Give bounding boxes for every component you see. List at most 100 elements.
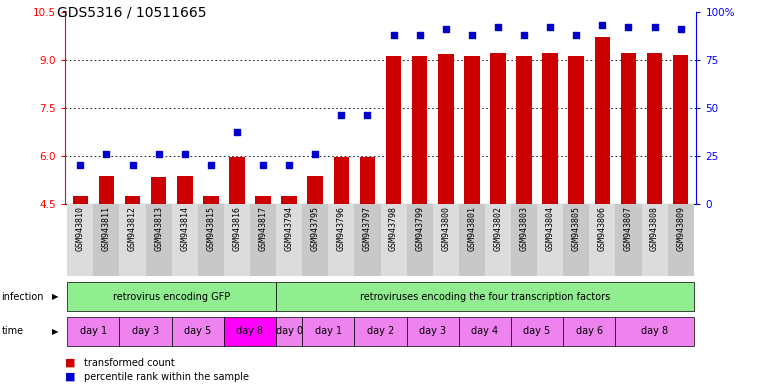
Text: GSM943811: GSM943811	[102, 206, 111, 251]
Bar	[511, 204, 537, 276]
Bar	[360, 157, 375, 204]
Bar	[386, 56, 401, 204]
Text: GSM943802: GSM943802	[493, 206, 502, 251]
Text: GSM943817: GSM943817	[259, 206, 268, 251]
Text: GSM943797: GSM943797	[363, 206, 372, 251]
Bar	[459, 316, 511, 346]
Point	[570, 31, 582, 38]
Point	[544, 24, 556, 30]
Text: GSM943812: GSM943812	[128, 206, 137, 251]
Text: GSM943794: GSM943794	[285, 206, 294, 251]
Point	[648, 24, 661, 30]
Text: day 8: day 8	[237, 326, 263, 336]
Bar	[459, 204, 485, 276]
Point	[492, 24, 504, 30]
Bar	[563, 204, 589, 276]
Point	[518, 31, 530, 38]
Point	[179, 151, 191, 157]
Text: day 3: day 3	[419, 326, 446, 336]
Bar	[647, 53, 662, 204]
Bar	[224, 204, 250, 276]
Bar	[67, 282, 276, 311]
Text: GSM943806: GSM943806	[598, 206, 607, 251]
Bar	[433, 204, 459, 276]
Bar	[516, 56, 532, 204]
Text: GSM943796: GSM943796	[337, 206, 345, 251]
Bar	[464, 56, 479, 204]
Text: GSM943801: GSM943801	[467, 206, 476, 251]
Bar	[67, 316, 119, 346]
Text: GSM943816: GSM943816	[232, 206, 241, 251]
Text: ■: ■	[65, 372, 75, 382]
Bar	[172, 204, 198, 276]
Bar	[485, 204, 511, 276]
Text: GSM943809: GSM943809	[677, 206, 685, 251]
Point	[231, 129, 243, 136]
Text: day 1: day 1	[80, 326, 107, 336]
Point	[152, 151, 164, 157]
Text: day 3: day 3	[132, 326, 159, 336]
Point	[205, 162, 217, 168]
Text: retroviruses encoding the four transcription factors: retroviruses encoding the four transcrip…	[360, 291, 610, 302]
Text: day 8: day 8	[641, 326, 668, 336]
Text: retrovirus encoding GFP: retrovirus encoding GFP	[113, 291, 231, 302]
Text: GSM943795: GSM943795	[310, 206, 320, 251]
Point	[413, 31, 425, 38]
Bar	[673, 55, 689, 204]
Point	[361, 112, 374, 118]
Text: GSM943810: GSM943810	[76, 206, 84, 251]
Bar	[229, 157, 245, 204]
Text: day 2: day 2	[367, 326, 394, 336]
Text: day 6: day 6	[576, 326, 603, 336]
Text: GSM943800: GSM943800	[441, 206, 451, 251]
Bar	[594, 37, 610, 204]
Bar	[621, 53, 636, 204]
Point	[622, 24, 635, 30]
Bar	[328, 204, 355, 276]
Bar	[406, 316, 459, 346]
Text: GSM943798: GSM943798	[389, 206, 398, 251]
Bar	[125, 197, 140, 204]
Point	[597, 22, 609, 28]
Bar	[255, 197, 271, 204]
Bar	[72, 197, 88, 204]
Text: ▶: ▶	[52, 292, 59, 301]
Bar	[119, 316, 172, 346]
Bar	[412, 56, 428, 204]
Text: day 1: day 1	[315, 326, 342, 336]
Bar	[119, 204, 145, 276]
Bar	[302, 316, 355, 346]
Text: GSM943804: GSM943804	[546, 206, 555, 251]
Bar	[355, 316, 406, 346]
Bar	[224, 316, 276, 346]
Bar	[203, 197, 218, 204]
Bar	[145, 204, 172, 276]
Text: percentile rank within the sample: percentile rank within the sample	[84, 372, 249, 382]
Bar	[511, 316, 563, 346]
Text: GSM943807: GSM943807	[624, 206, 633, 251]
Bar	[667, 204, 694, 276]
Point	[387, 31, 400, 38]
Bar	[589, 204, 616, 276]
Text: day 4: day 4	[471, 326, 498, 336]
Text: day 5: day 5	[524, 326, 551, 336]
Bar	[307, 176, 323, 204]
Point	[75, 162, 87, 168]
Text: day 5: day 5	[184, 326, 212, 336]
Point	[440, 26, 452, 32]
Text: ▶: ▶	[52, 327, 59, 336]
Bar	[380, 204, 406, 276]
Bar	[490, 53, 506, 204]
Bar	[563, 316, 616, 346]
Text: ■: ■	[65, 358, 75, 368]
Text: GDS5316 / 10511665: GDS5316 / 10511665	[57, 6, 206, 20]
Bar	[537, 204, 563, 276]
Bar	[198, 204, 224, 276]
Point	[674, 26, 686, 32]
Bar	[99, 176, 114, 204]
Text: GSM943808: GSM943808	[650, 206, 659, 251]
Point	[336, 112, 348, 118]
Bar	[302, 204, 328, 276]
Bar	[276, 282, 694, 311]
Bar	[172, 316, 224, 346]
